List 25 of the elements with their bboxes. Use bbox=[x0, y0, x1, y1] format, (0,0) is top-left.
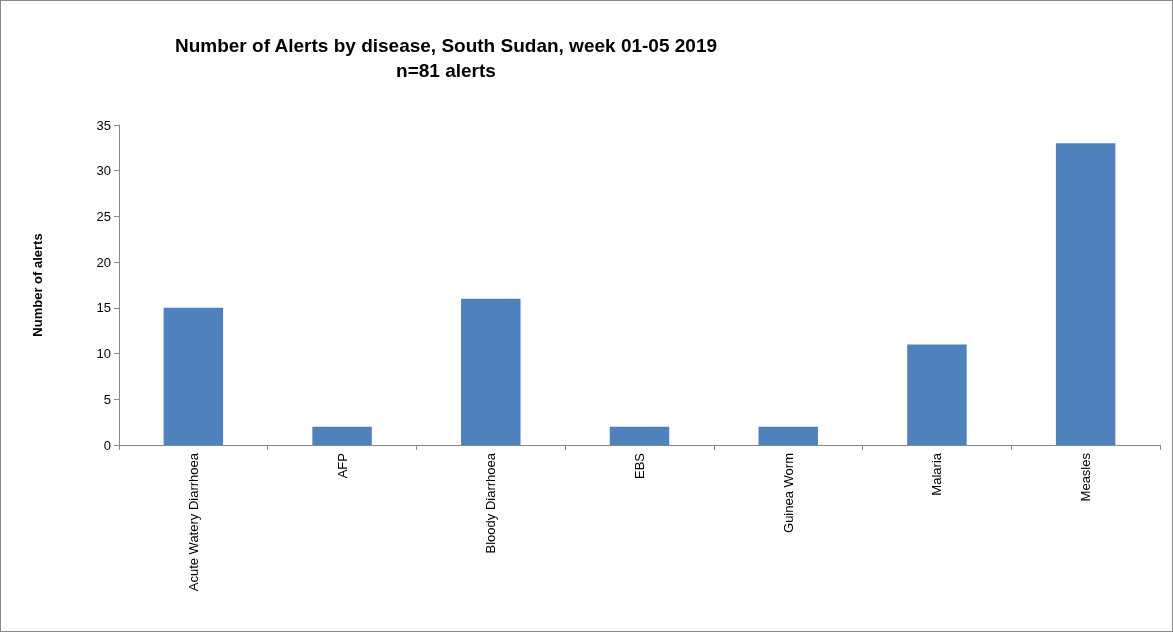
x-tick-label: Acute Watery Diarrhoea bbox=[185, 452, 201, 592]
y-tick-label: 10 bbox=[96, 346, 111, 362]
y-tick-label: 25 bbox=[96, 208, 111, 224]
y-tick-label: 30 bbox=[96, 163, 111, 179]
x-tick-label: EBS bbox=[632, 452, 647, 480]
x-tick-label: AFP bbox=[334, 453, 350, 479]
bar bbox=[609, 426, 670, 445]
y-tick-label: 5 bbox=[103, 391, 111, 407]
chart-subtitle: n=81 alerts bbox=[396, 60, 496, 81]
bar bbox=[1055, 143, 1116, 445]
x-tick-label: Guinea Worm bbox=[780, 453, 796, 533]
x-tick-label: Bloody Diarrhoea bbox=[483, 452, 499, 554]
bar bbox=[907, 344, 967, 445]
bar bbox=[758, 426, 818, 445]
y-tick-label: 35 bbox=[96, 117, 111, 133]
x-tick-label: Measles bbox=[1078, 452, 1094, 502]
chart-title: Number of Alerts by disease, South Sudan, week 01-05 2019 bbox=[174, 35, 718, 56]
bar bbox=[461, 298, 521, 445]
x-tick-label: Malaria bbox=[929, 452, 945, 496]
y-axis-title: Number of alerts bbox=[30, 233, 45, 337]
bar bbox=[312, 426, 372, 445]
y-tick-label: 0 bbox=[103, 437, 111, 453]
y-tick-label: 15 bbox=[96, 300, 111, 316]
y-tick-label: 20 bbox=[96, 254, 111, 270]
bar bbox=[163, 307, 224, 445]
